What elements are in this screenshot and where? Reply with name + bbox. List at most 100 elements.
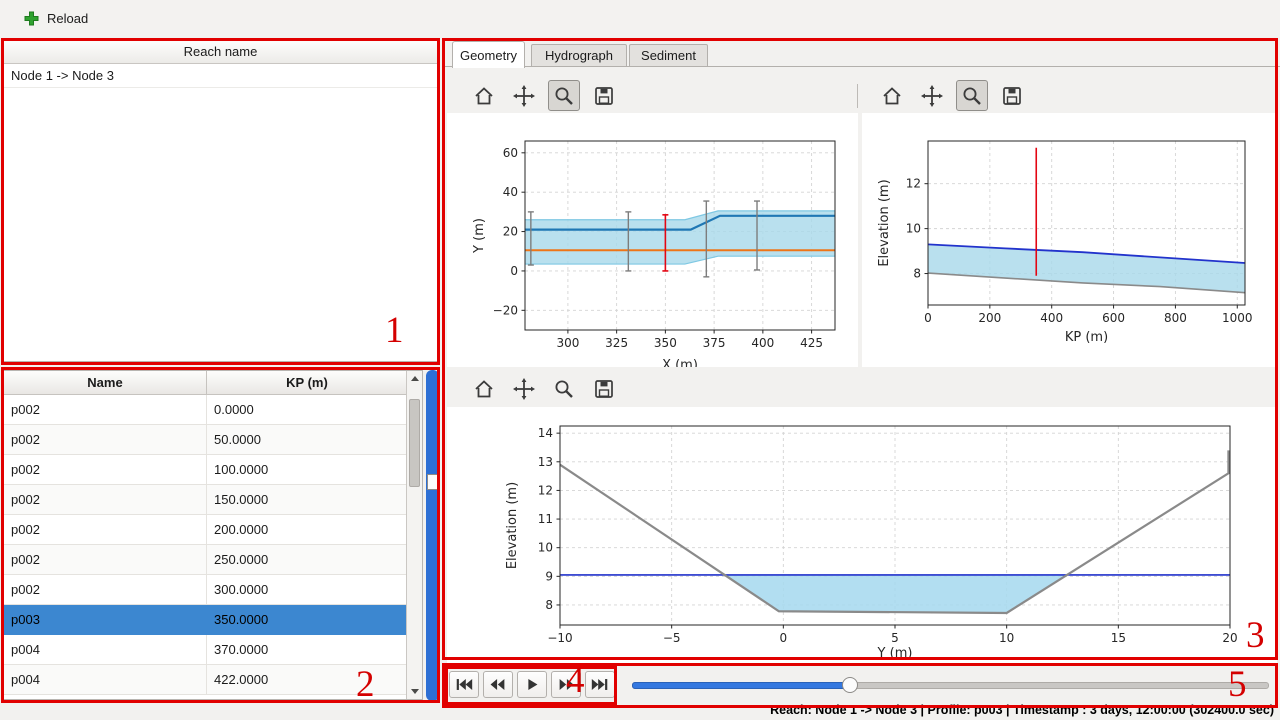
profile-row[interactable]: p002 50.0000 (4, 425, 422, 455)
save-button[interactable] (588, 80, 620, 111)
svg-text:0: 0 (510, 264, 518, 278)
home-button[interactable] (468, 373, 500, 404)
svg-text:KP (m): KP (m) (1065, 330, 1108, 345)
svg-text:8: 8 (913, 267, 921, 281)
profile-kp-cell: 150.0000 (207, 485, 408, 515)
profile-row[interactable]: p003 350.0000 (4, 605, 422, 635)
outer-vertical-scrollbar[interactable] (426, 370, 439, 701)
home-icon (475, 86, 493, 104)
reach-list-item[interactable]: Node 1 -> Node 3 (4, 64, 437, 88)
zoom-icon (963, 87, 981, 105)
main-toolbar: Reload (0, 0, 1280, 37)
save-icon (595, 86, 613, 105)
home-button[interactable] (468, 80, 500, 111)
time-slider-handle[interactable] (842, 677, 858, 693)
svg-text:X (m): X (m) (662, 358, 698, 367)
svg-text:200: 200 (978, 311, 1001, 325)
svg-text:Elevation (m): Elevation (m) (505, 482, 520, 569)
profile-row[interactable]: p002 300.0000 (4, 575, 422, 605)
save-button[interactable] (588, 373, 620, 404)
status-bar: Reach: Node 1 -> Node 3 | Profile: p003 … (770, 703, 1274, 717)
profile-kp-cell: 250.0000 (207, 545, 408, 575)
zoom-button[interactable] (548, 80, 580, 111)
profile-row[interactable]: p002 0.0000 (4, 395, 422, 425)
svg-text:400: 400 (751, 336, 774, 350)
svg-text:800: 800 (1164, 311, 1187, 325)
zoom-icon (555, 380, 573, 398)
pan-button[interactable] (916, 80, 948, 111)
profile-kp-cell: 100.0000 (207, 455, 408, 485)
reload-button[interactable]: Reload (14, 5, 98, 32)
pan-button[interactable] (508, 80, 540, 111)
long-profile-chart[interactable]: 0 200 400 600 800 1000 8 10 12 KP (m) Elevation (m… (862, 113, 1277, 367)
profile-row[interactable]: p004 370.0000 (4, 635, 422, 665)
home-button[interactable] (876, 80, 908, 111)
home-icon (475, 379, 493, 397)
profile-table-scrollbar[interactable] (406, 371, 422, 699)
step-forward-icon (559, 679, 574, 690)
profile-kp-cell: 300.0000 (207, 575, 408, 605)
reload-label: Reload (47, 11, 89, 26)
profile-row[interactable]: p002 200.0000 (4, 515, 422, 545)
profile-name-cell: p002 (4, 575, 207, 605)
zoom-icon (555, 87, 573, 105)
step-back-button[interactable] (483, 671, 513, 698)
reach-list: Node 1 -> Node 3 (4, 64, 437, 88)
profile-row[interactable]: p004 422.0000 (4, 665, 422, 695)
cross-section-toolbar (468, 373, 620, 404)
svg-text:10: 10 (906, 222, 921, 236)
scroll-down-icon[interactable] (407, 684, 422, 699)
scrollbar-thumb[interactable] (409, 399, 420, 487)
svg-text:15: 15 (1111, 631, 1126, 645)
scroll-up-icon[interactable] (407, 371, 422, 386)
plan-view-chart[interactable]: 300 325 350 375 400 425 −20 0 20 40 60 X (m) Y (m) (447, 113, 858, 367)
svg-text:−10: −10 (547, 631, 572, 645)
playback-controls (449, 671, 615, 698)
pan-icon (513, 377, 535, 400)
cross-section-chart-svg: −10 −5 0 5 10 15 20 8 9 10 11 12 13 14 Y (m) Elevation … (505, 425, 1238, 661)
profile-table-header: Name KP (m) (4, 371, 422, 395)
profile-row[interactable]: p002 150.0000 (4, 485, 422, 515)
column-header[interactable]: Name (4, 371, 207, 395)
zoom-button[interactable] (956, 80, 988, 111)
svg-text:1000: 1000 (1222, 311, 1253, 325)
svg-text:300: 300 (556, 336, 579, 350)
profile-name-cell: p002 (4, 545, 207, 575)
skip-end-button[interactable] (585, 671, 615, 698)
plan-view-toolbar (468, 80, 620, 111)
toolbar-divider (857, 84, 858, 108)
profile-name-cell: p002 (4, 425, 207, 455)
tab-geometry[interactable]: Geometry (452, 41, 525, 68)
zoom-button[interactable] (548, 373, 580, 404)
save-button[interactable] (996, 80, 1028, 111)
cross-section-chart[interactable]: −10 −5 0 5 10 15 20 8 9 10 11 12 13 14 Y (m) Elevation … (447, 407, 1277, 664)
profile-name-cell: p004 (4, 635, 207, 665)
skip-start-icon (456, 679, 473, 690)
svg-text:325: 325 (605, 336, 628, 350)
outer-scrollbar-handle[interactable] (427, 474, 438, 490)
svg-text:350: 350 (654, 336, 677, 350)
profile-name-cell: p002 (4, 515, 207, 545)
profile-row[interactable]: p002 100.0000 (4, 455, 422, 485)
profile-kp-cell: 350.0000 (207, 605, 408, 635)
svg-text:10: 10 (538, 541, 553, 555)
svg-text:12: 12 (538, 483, 553, 497)
home-icon (883, 86, 901, 104)
svg-text:11: 11 (538, 512, 553, 526)
svg-text:20: 20 (503, 225, 518, 239)
column-header[interactable]: KP (m) (207, 371, 408, 395)
skip-start-button[interactable] (449, 671, 479, 698)
step-forward-button[interactable] (551, 671, 581, 698)
play-button[interactable] (517, 671, 547, 698)
svg-text:400: 400 (1040, 311, 1063, 325)
pan-button[interactable] (508, 373, 540, 404)
tab-hydrograph[interactable]: Hydrograph (531, 44, 627, 67)
reach-list-header: Reach name (4, 41, 437, 64)
svg-text:0: 0 (780, 631, 788, 645)
save-icon (1003, 86, 1021, 105)
tab-sediment[interactable]: Sediment (629, 44, 708, 67)
profile-kp-cell: 200.0000 (207, 515, 408, 545)
profile-row[interactable]: p002 250.0000 (4, 545, 422, 575)
step-back-icon (490, 679, 505, 690)
svg-text:40: 40 (503, 185, 518, 199)
